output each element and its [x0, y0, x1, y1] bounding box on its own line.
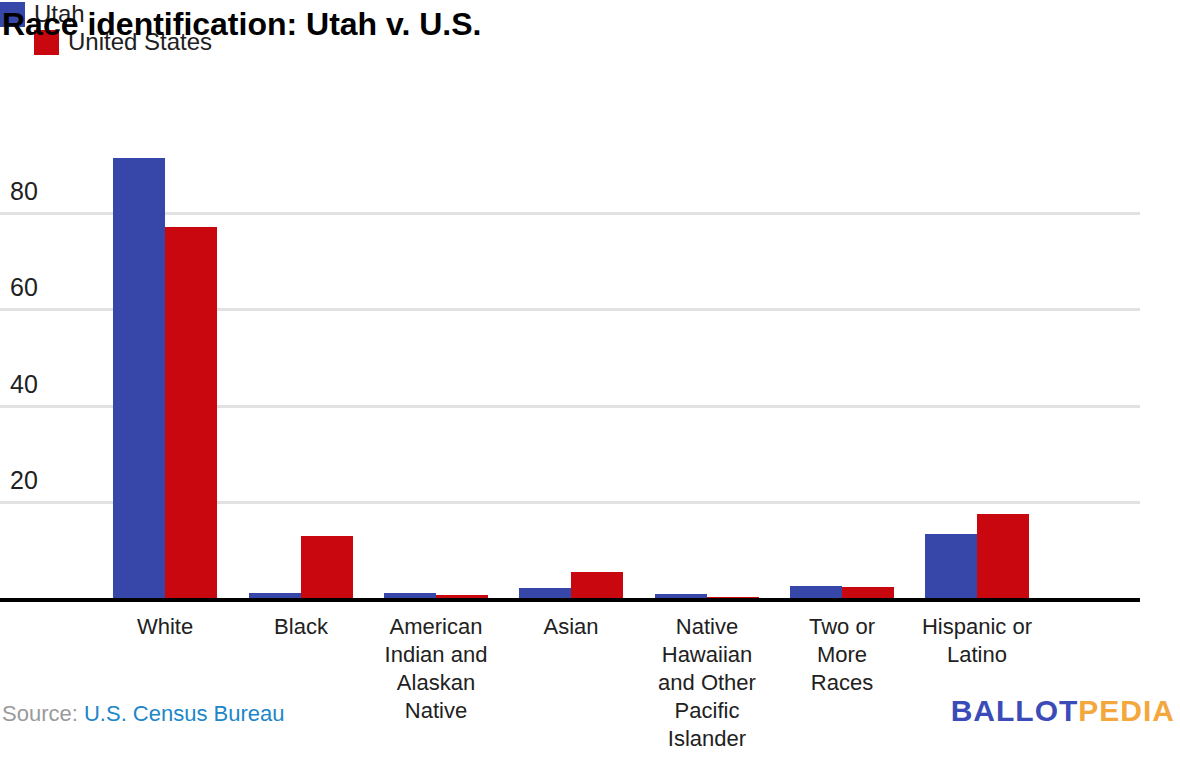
bar-us-0[interactable] [165, 227, 217, 598]
logo-ballot: BALLOT [951, 694, 1079, 727]
bar-us-6[interactable] [977, 514, 1029, 598]
bar-utah-0[interactable] [113, 158, 165, 598]
ballotpedia-logo: BALLOTPEDIA [951, 694, 1175, 728]
bar-us-1[interactable] [301, 536, 353, 598]
bar-utah-3[interactable] [519, 588, 571, 598]
logo-pedia: PEDIA [1078, 694, 1175, 727]
x-tick-label-3: Asian [506, 613, 636, 641]
x-tick-label-5: Two or More Races [777, 613, 907, 697]
bar-us-3[interactable] [571, 572, 623, 598]
y-tick-label-60: 60 [10, 272, 38, 302]
bar-us-5[interactable] [842, 587, 894, 598]
x-tick-label-2: American Indian and Alaskan Native [371, 613, 501, 725]
y-tick-label-40: 40 [10, 369, 38, 399]
x-tick-label-4: Native Hawaiian and Other Pacific Island… [642, 613, 772, 753]
plot-area: 20 40 60 80 WhiteBlackAmerican Indian and Al… [0, 0, 1180, 780]
bar-utah-5[interactable] [790, 586, 842, 598]
source-line: Source: U.S. Census Bureau [2, 701, 285, 727]
y-tick-label-80: 80 [10, 176, 38, 206]
x-tick-label-0: White [100, 613, 230, 641]
source-link[interactable]: U.S. Census Bureau [84, 701, 285, 726]
gridline-80 [0, 212, 1140, 215]
x-tick-label-6: Hispanic or Latino [912, 613, 1042, 669]
x-tick-label-1: Black [236, 613, 366, 641]
bar-utah-6[interactable] [925, 534, 977, 598]
source-prefix: Source: [2, 701, 78, 726]
x-axis-line [0, 598, 1140, 602]
chart-card: Race identification: Utah v. U.S. Utah U… [0, 0, 1180, 780]
y-tick-label-20: 20 [10, 465, 38, 495]
